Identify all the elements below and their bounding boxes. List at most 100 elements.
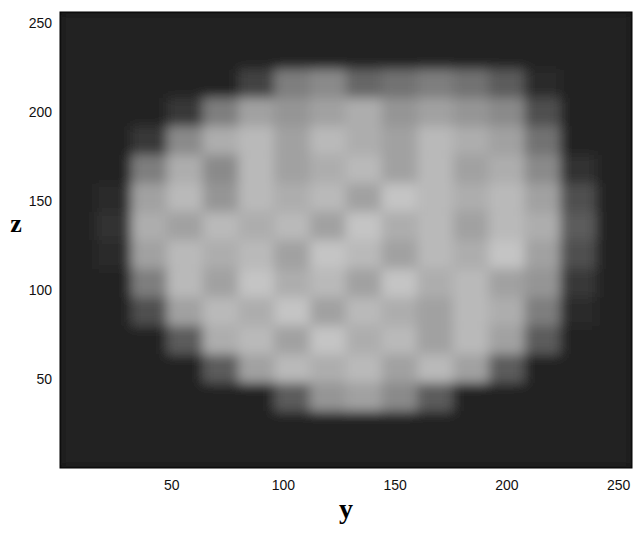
cell <box>417 411 453 440</box>
cell <box>596 183 632 212</box>
cell <box>524 354 560 383</box>
cell <box>524 211 560 240</box>
cell <box>203 297 239 326</box>
chart: 5010015020025050100150200250yz <box>0 0 642 537</box>
cell <box>60 354 96 383</box>
frame <box>60 12 632 468</box>
cell <box>596 411 632 440</box>
cell <box>381 354 417 383</box>
cell <box>381 240 417 269</box>
cell <box>131 411 167 440</box>
cell <box>167 268 203 297</box>
cell <box>203 154 239 183</box>
cell <box>274 211 310 240</box>
cell <box>60 382 96 411</box>
cell <box>131 240 167 269</box>
cell <box>417 240 453 269</box>
cell <box>60 69 96 98</box>
cell <box>524 240 560 269</box>
cell <box>167 411 203 440</box>
cell <box>274 382 310 411</box>
cell <box>596 382 632 411</box>
cell <box>131 97 167 126</box>
cell <box>489 297 525 326</box>
cell <box>95 268 131 297</box>
cell <box>489 325 525 354</box>
cell <box>489 268 525 297</box>
cell <box>417 297 453 326</box>
cell <box>274 240 310 269</box>
cell <box>453 268 489 297</box>
cell <box>238 126 274 155</box>
cell <box>596 126 632 155</box>
cell <box>560 40 596 69</box>
x-tick-label: 100 <box>272 477 296 493</box>
cell <box>417 183 453 212</box>
cell <box>346 325 382 354</box>
cell <box>60 325 96 354</box>
cell <box>167 325 203 354</box>
cells <box>60 12 632 468</box>
cell <box>238 268 274 297</box>
cell <box>238 382 274 411</box>
cell <box>310 40 346 69</box>
cell <box>310 382 346 411</box>
cell <box>489 382 525 411</box>
cell <box>489 240 525 269</box>
cell <box>310 411 346 440</box>
cell <box>560 126 596 155</box>
cell <box>95 325 131 354</box>
cell <box>489 40 525 69</box>
x-axis-title: y <box>339 493 353 524</box>
y-tick-label: 100 <box>29 282 53 298</box>
cell <box>310 268 346 297</box>
cell <box>560 211 596 240</box>
cell <box>60 40 96 69</box>
cell <box>560 297 596 326</box>
cell <box>453 297 489 326</box>
cell <box>560 183 596 212</box>
cell <box>453 325 489 354</box>
cell <box>60 183 96 212</box>
cell <box>310 69 346 98</box>
cell <box>560 154 596 183</box>
cell <box>203 325 239 354</box>
cell <box>238 97 274 126</box>
cell <box>596 439 632 468</box>
cell <box>417 325 453 354</box>
cell <box>596 240 632 269</box>
cell <box>310 126 346 155</box>
cell <box>524 69 560 98</box>
cell <box>560 382 596 411</box>
cell <box>381 297 417 326</box>
plot-area <box>60 12 632 468</box>
cell <box>596 268 632 297</box>
cell <box>381 325 417 354</box>
cell <box>167 183 203 212</box>
cell <box>524 325 560 354</box>
cell <box>417 211 453 240</box>
cell <box>95 354 131 383</box>
cell <box>560 325 596 354</box>
cell <box>346 439 382 468</box>
cell <box>60 240 96 269</box>
cell <box>131 12 167 41</box>
y-axis-title: z <box>10 209 22 238</box>
cell <box>381 97 417 126</box>
cell <box>524 40 560 69</box>
cell <box>310 240 346 269</box>
cell <box>167 354 203 383</box>
cell <box>131 439 167 468</box>
cell <box>453 240 489 269</box>
cell <box>238 183 274 212</box>
cell <box>417 439 453 468</box>
cell <box>95 382 131 411</box>
cell <box>417 40 453 69</box>
cell <box>95 12 131 41</box>
cell <box>453 439 489 468</box>
cell <box>95 240 131 269</box>
y-tick-label: 150 <box>29 193 53 209</box>
cell <box>346 69 382 98</box>
cell <box>203 40 239 69</box>
cell <box>238 325 274 354</box>
